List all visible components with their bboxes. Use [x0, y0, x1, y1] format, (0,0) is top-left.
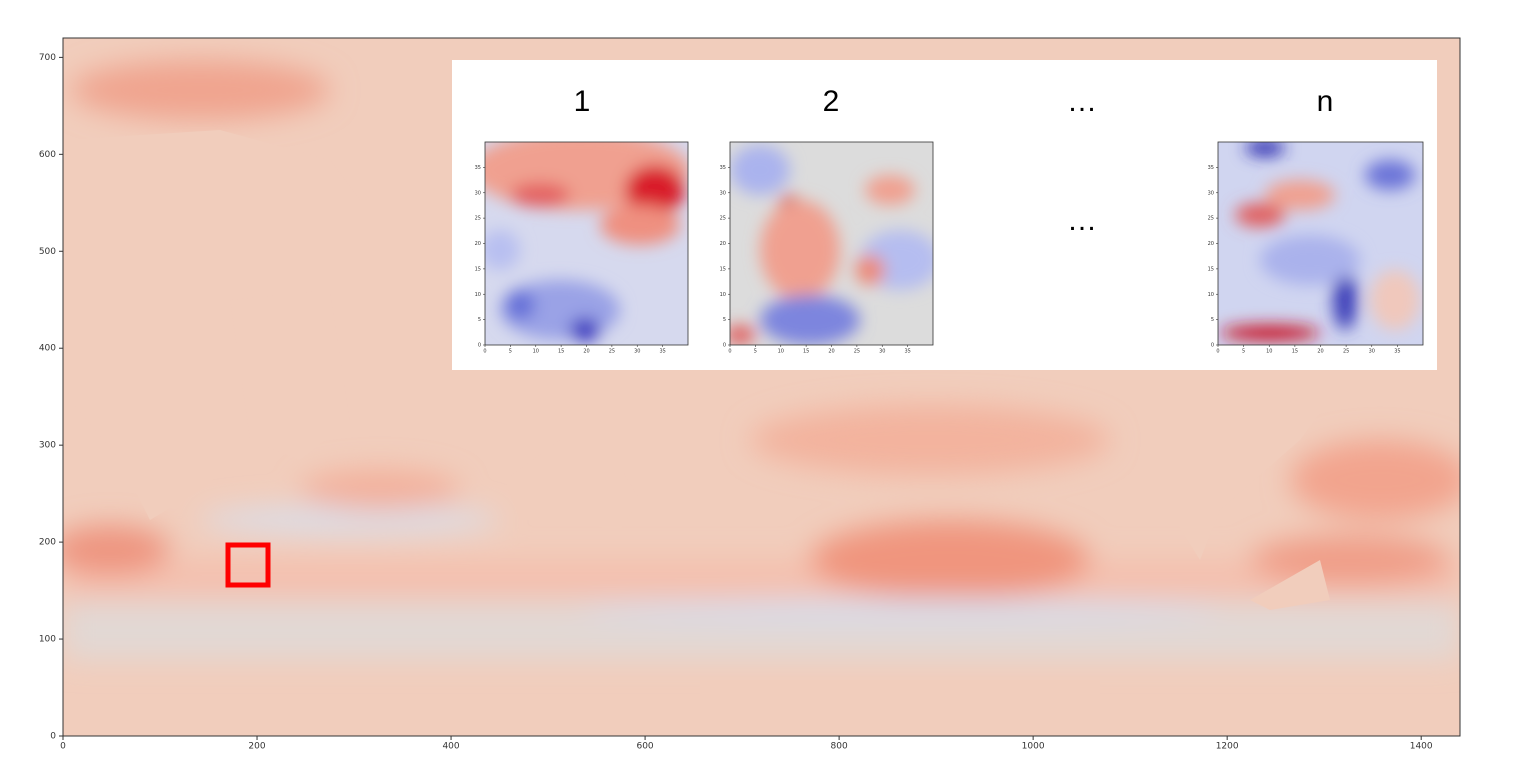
- patch-1: [485, 142, 688, 345]
- patch-y-tick-label: 10: [720, 292, 726, 298]
- patch-x-tick-label: 5: [754, 349, 757, 355]
- patch-x-tick-label: 30: [879, 349, 885, 355]
- patch-label: 2: [823, 85, 840, 118]
- x-tick-label: 1200: [1216, 742, 1239, 752]
- patch-y-tick-label: 30: [1208, 190, 1214, 196]
- patch-label: …: [1067, 85, 1097, 118]
- patch-y-tick-label: 15: [720, 266, 726, 272]
- x-tick-label: 600: [636, 742, 653, 752]
- patch-y-tick-label: 30: [475, 190, 481, 196]
- patch-y-tick-label: 15: [1208, 266, 1214, 272]
- x-tick-label: 200: [248, 742, 265, 752]
- patch-y-tick-label: 25: [720, 216, 726, 222]
- patch-x-tick-label: 15: [1292, 349, 1298, 355]
- patch-y-tick-label: 25: [1208, 216, 1214, 222]
- patch-y-tick-label: 20: [720, 241, 726, 247]
- y-tick-label: 0: [50, 732, 56, 742]
- patch-y-tick-label: 0: [723, 343, 726, 349]
- patch-y-tick-label: 5: [723, 317, 726, 323]
- patch-y-tick-label: 0: [1211, 343, 1214, 349]
- patch-x-tick-label: 35: [659, 349, 665, 355]
- y-tick-label: 300: [39, 441, 56, 451]
- x-tick-label: 1400: [1410, 742, 1433, 752]
- patch-y-tick-label: 25: [475, 216, 481, 222]
- ellipsis: …: [1067, 204, 1097, 237]
- patch-x-tick-label: 0: [728, 349, 731, 355]
- patch-x-tick-label: 0: [1216, 349, 1219, 355]
- patch-y-tick-label: 35: [720, 165, 726, 171]
- y-tick-label: 400: [39, 344, 56, 354]
- patch-x-tick-label: 15: [803, 349, 809, 355]
- patch-label: 1: [574, 85, 591, 118]
- patch-y-tick-label: 10: [1208, 292, 1214, 298]
- x-tick-label: 1000: [1022, 742, 1045, 752]
- patch-x-tick-label: 25: [609, 349, 615, 355]
- axes-frame: [62, 37, 1461, 737]
- patch-x-tick-label: 10: [778, 349, 784, 355]
- y-tick-label: 600: [39, 150, 56, 160]
- patch-x-tick-label: 5: [509, 349, 512, 355]
- patch-y-tick-label: 35: [475, 165, 481, 171]
- patch-y-tick-label: 5: [1211, 317, 1214, 323]
- patch-x-tick-label: 20: [583, 349, 589, 355]
- patch-x-tick-label: 25: [1343, 349, 1349, 355]
- patch-x-tick-label: 20: [1317, 349, 1323, 355]
- patch-label: n: [1317, 85, 1334, 118]
- patch-x-tick-label: 5: [1242, 349, 1245, 355]
- y-tick-label: 500: [39, 247, 56, 257]
- patch-2: [730, 142, 933, 345]
- patch-x-tick-label: 30: [634, 349, 640, 355]
- patch-n: [1218, 142, 1423, 345]
- x-tick-label: 0: [60, 742, 66, 752]
- patch-x-tick-label: 15: [558, 349, 564, 355]
- patch-x-tick-label: 10: [533, 349, 539, 355]
- patch-y-tick-label: 5: [478, 317, 481, 323]
- y-tick-label: 700: [39, 53, 56, 63]
- patch-y-tick-label: 35: [1208, 165, 1214, 171]
- patch-x-tick-label: 20: [828, 349, 834, 355]
- patch-y-tick-label: 10: [475, 292, 481, 298]
- selected-region: [225, 542, 271, 588]
- y-tick-label: 100: [39, 635, 56, 645]
- patch-x-tick-label: 30: [1369, 349, 1375, 355]
- patch-x-tick-label: 35: [1394, 349, 1400, 355]
- patch-x-tick-label: 25: [854, 349, 860, 355]
- patch-y-tick-label: 15: [475, 266, 481, 272]
- patch-y-tick-label: 0: [478, 343, 481, 349]
- patch-x-tick-label: 0: [483, 349, 486, 355]
- x-tick-label: 400: [442, 742, 459, 752]
- patch-x-tick-label: 35: [904, 349, 910, 355]
- patch-y-tick-label: 20: [475, 241, 481, 247]
- patch-y-tick-label: 30: [720, 190, 726, 196]
- patch-y-tick-label: 20: [1208, 241, 1214, 247]
- y-tick-label: 200: [39, 538, 56, 548]
- x-tick-label: 800: [831, 742, 848, 752]
- patch-x-tick-label: 10: [1266, 349, 1272, 355]
